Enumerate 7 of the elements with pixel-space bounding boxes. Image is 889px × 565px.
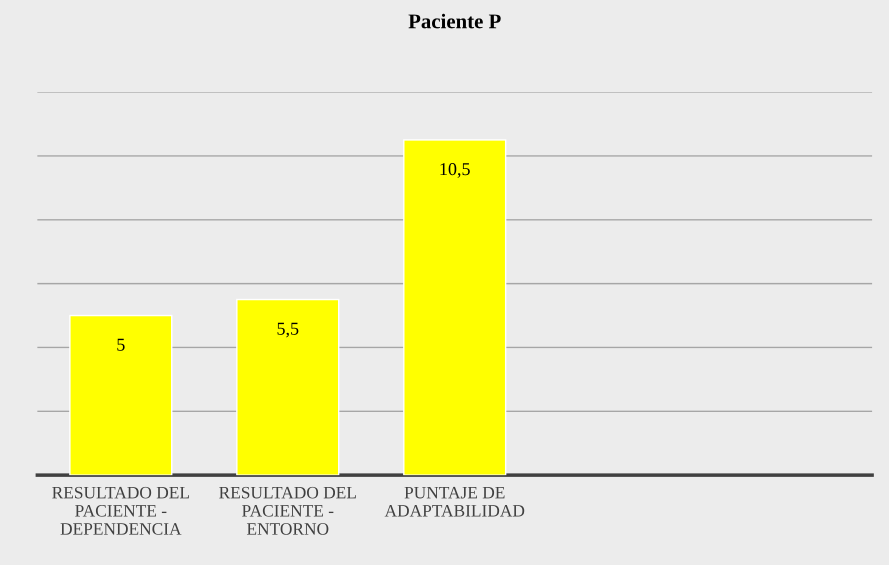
- x-tick-label: RESULTADO DEL PACIENTE - DEPENDENCIA: [52, 486, 189, 535]
- x-tick-label: RESULTADO DEL PACIENTE - ENTORNO: [219, 486, 356, 535]
- data-label: 5: [117, 338, 125, 351]
- data-label: 5,5: [278, 322, 298, 338]
- chart-title: Paciente P: [408, 14, 501, 28]
- data-label: 10,5: [440, 163, 470, 178]
- x-tick-label: PUNTAJE DE ADAPTABILIDAD: [384, 486, 524, 517]
